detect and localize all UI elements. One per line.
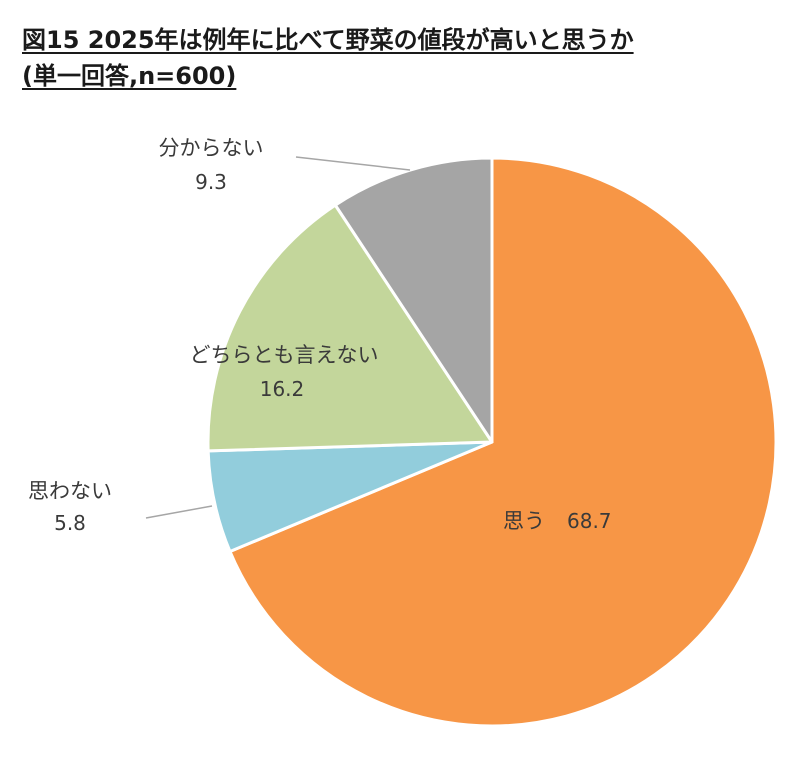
slice-value-0: 68.7	[567, 509, 612, 533]
slice-label-1: 思わない	[28, 479, 112, 503]
chart-title-line1: 図15 2025年は例年に比べて野菜の値段が高いと思うか	[22, 26, 634, 54]
pie-slice-2	[206, 203, 494, 453]
chart-title-line2: (単一回答,n=600)	[22, 62, 237, 90]
chart-title: 図15 2025年は例年に比べて野菜の値段が高いと思うか (単一回答,n=600…	[22, 22, 634, 94]
pie-slices	[206, 156, 778, 728]
slice-label-0: 思う	[503, 509, 545, 533]
slice-label-3: 分からない	[159, 136, 264, 160]
slice-value-2: 16.2	[260, 377, 305, 401]
pie-slice-0	[228, 156, 778, 728]
slice-labels: 思う 68.7 思わない 5.8 どちらとも言えない 16.2 分からない 9.3	[28, 136, 612, 535]
slice-value-3: 9.3	[195, 170, 227, 194]
pie-slice-3	[333, 156, 494, 444]
leader-lines	[145, 156, 411, 519]
leader-line-1	[145, 505, 213, 519]
leader-line-3	[295, 156, 411, 171]
slice-label-2: どちらとも言えない	[190, 343, 379, 367]
slice-value-1: 5.8	[54, 511, 86, 535]
